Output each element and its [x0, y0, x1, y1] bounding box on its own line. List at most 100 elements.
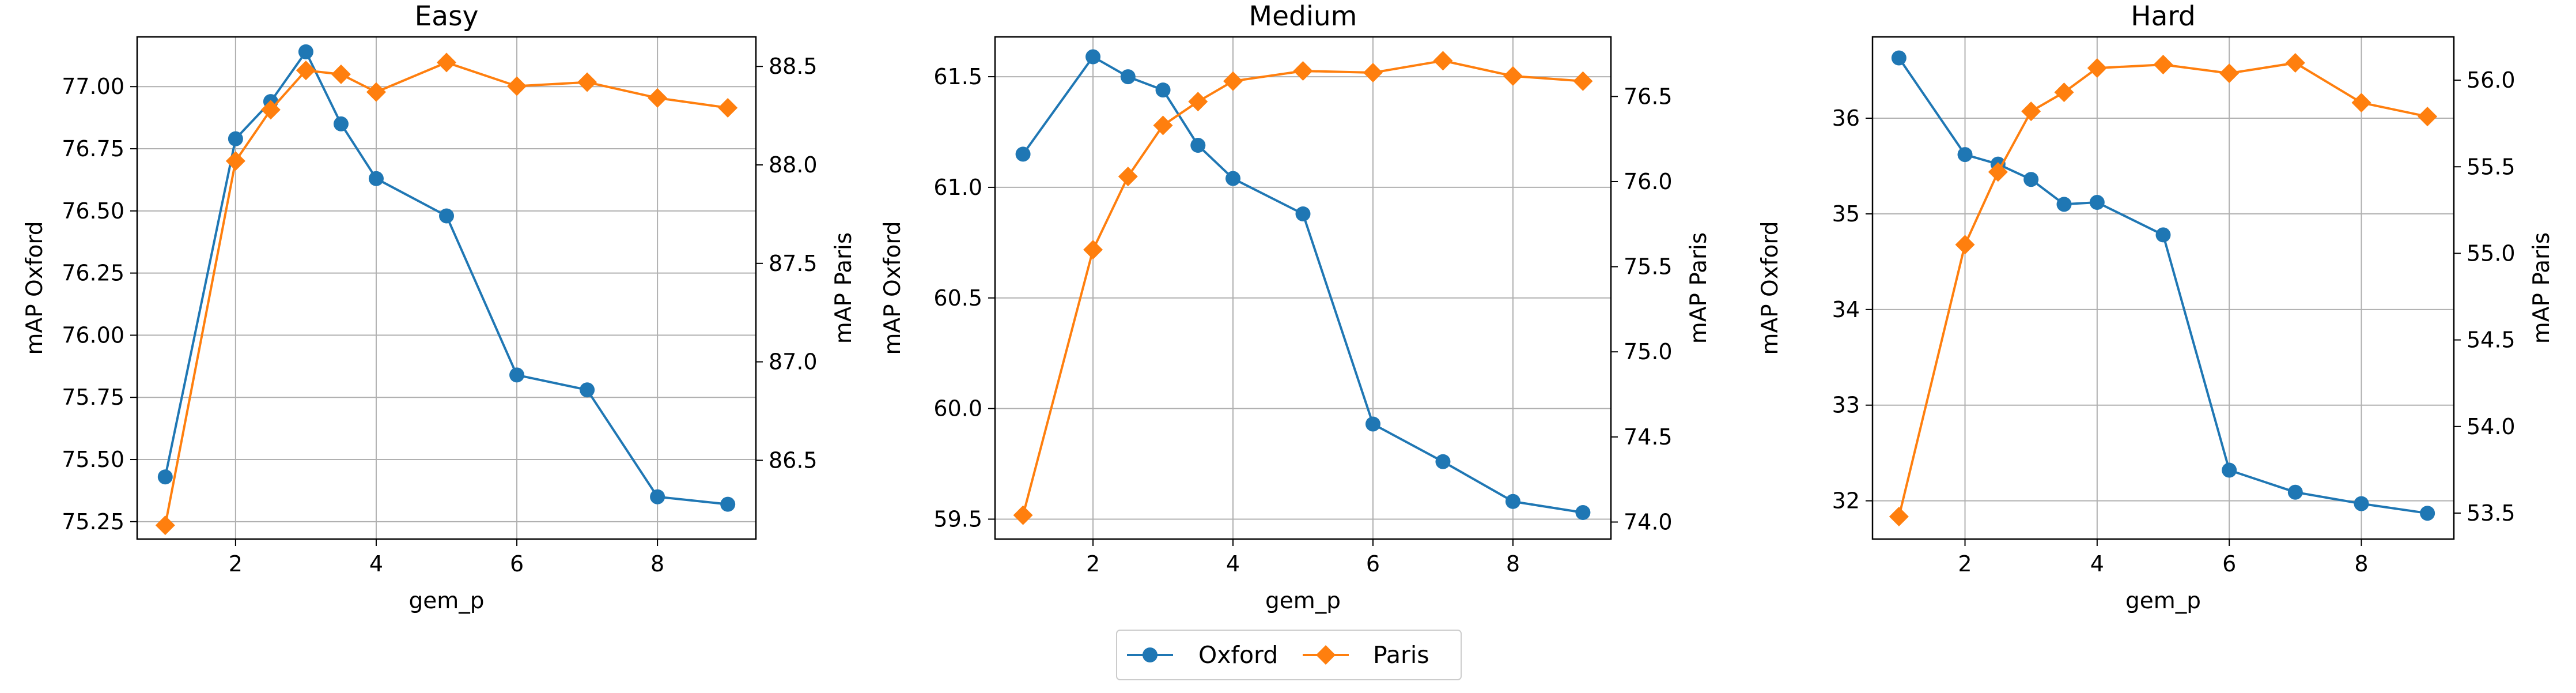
data-point-paris: [648, 88, 668, 108]
data-point-paris: [2351, 93, 2371, 113]
data-point-oxford: [228, 131, 243, 146]
data-point-paris: [1223, 71, 1243, 91]
data-point-oxford: [2089, 195, 2105, 210]
y-right-tick-label: 55.0: [2467, 240, 2516, 266]
x-tick-label: 2: [229, 551, 243, 577]
y-right-tick-label: 75.0: [1624, 339, 1673, 364]
data-point-paris: [577, 72, 597, 92]
data-point-oxford: [1575, 504, 1591, 520]
data-point-paris: [1083, 240, 1103, 260]
y-left-tick-label: 76.50: [62, 198, 124, 224]
y-left-tick-label: 61.0: [933, 175, 982, 200]
data-point-oxford: [1365, 416, 1380, 432]
data-point-paris: [2219, 63, 2240, 84]
data-point-paris: [1988, 162, 2008, 182]
y-right-tick-label: 87.0: [769, 349, 818, 375]
y-left-tick-label: 76.75: [62, 136, 124, 161]
data-point-oxford: [2155, 227, 2171, 243]
y-right-tick-label: 74.5: [1624, 424, 1673, 450]
data-point-oxford: [2287, 484, 2303, 500]
data-point-paris: [1293, 61, 1313, 81]
legend-entry-paris: Paris: [1303, 641, 1429, 669]
y-left-tick-label: 59.5: [933, 506, 982, 532]
series-line-paris: [1897, 62, 2428, 517]
chart-medium: 2 4 6 8 59.5 60.0 60.5 61.0 61.5 74.0 74.5 75.0 75.5…: [880, 1, 1712, 614]
data-point-paris: [1013, 505, 1033, 525]
data-point-oxford: [1505, 494, 1520, 509]
data-point-oxford: [1015, 146, 1031, 162]
y-right-tick-label: 87.5: [769, 251, 818, 276]
data-point-oxford: [720, 496, 736, 512]
data-point-oxford: [2222, 462, 2237, 478]
y-right-tick-label: 75.5: [1624, 254, 1673, 280]
data-point-oxford: [333, 116, 349, 131]
data-point-paris: [1503, 66, 1523, 86]
data-point-oxford: [2420, 506, 2435, 521]
plot-frame: [1871, 36, 2455, 540]
data-point-paris: [1889, 506, 1909, 526]
y-axis-label-left: mAP Oxford: [880, 221, 906, 355]
data-point-oxford: [439, 208, 454, 224]
data-point-paris: [225, 151, 245, 171]
legend: Oxford Paris: [1116, 630, 1462, 680]
y-left-tick-label: 60.5: [933, 285, 982, 311]
y-axis-label-left: mAP Oxford: [1757, 221, 1783, 355]
y-right-tick-label: 76.0: [1624, 169, 1673, 194]
data-point-oxford: [1891, 50, 1907, 66]
x-tick-label: 6: [1366, 551, 1380, 577]
y-left-tick-label: 61.5: [933, 64, 982, 89]
chart-easy: 2 4 6 8 75.25 75.50 75.75 76.00 76.25 76.50 76.75 7…: [22, 1, 857, 614]
data-point-paris: [2087, 58, 2107, 78]
series-line-oxford: [1022, 55, 1583, 514]
data-point-paris: [1153, 115, 1173, 135]
data-point-oxford: [1225, 171, 1241, 186]
data-point-paris: [1363, 63, 1383, 83]
y-left-tick-label: 77.00: [62, 74, 124, 99]
data-point-oxford: [1190, 138, 1206, 153]
x-tick-label: 6: [510, 551, 524, 577]
series-line-oxford: [164, 50, 728, 506]
y-left-tick-label: 76.00: [62, 322, 124, 348]
x-tick-label: 8: [650, 551, 664, 577]
legend-marker-oxford: [1143, 647, 1158, 662]
y-left-tick-label: 34: [1832, 297, 1860, 322]
plot-frame: [994, 36, 1612, 540]
data-point-oxford: [157, 469, 173, 485]
chart-title: Hard: [2131, 1, 2195, 32]
y-left-tick-label: 33: [1832, 393, 1860, 418]
y-left-tick-label: 75.25: [62, 509, 124, 534]
data-point-oxford: [1155, 82, 1171, 98]
data-point-paris: [2285, 53, 2305, 73]
legend-entry-oxford: Oxford: [1127, 641, 1278, 669]
data-point-oxford: [298, 44, 313, 59]
x-tick-label: 8: [2354, 551, 2368, 577]
data-point-paris: [2054, 82, 2074, 103]
data-point-paris: [331, 64, 351, 84]
y-right-tick-label: 56.0: [2467, 67, 2516, 93]
y-right-tick-label: 88.5: [769, 54, 818, 79]
data-point-paris: [2021, 101, 2041, 122]
data-point-oxford: [1435, 454, 1451, 469]
chart-hard: 2 4 6 8 32 33 34 35 36 53.5 54.0 54.5 55.0 55.5 56.0 Ha…: [1757, 1, 2555, 614]
data-point-oxford: [580, 382, 595, 398]
y-right-tick-label: 55.5: [2467, 154, 2516, 179]
y-left-tick-label: 75.50: [62, 447, 124, 472]
data-point-oxford: [2023, 172, 2039, 187]
y-left-tick-label: 36: [1832, 106, 1860, 131]
data-point-paris: [2153, 55, 2173, 75]
data-point-paris: [1118, 167, 1138, 187]
y-right-tick-label: 88.0: [769, 152, 818, 178]
data-point-oxford: [1295, 206, 1311, 221]
y-left-tick-label: 32: [1832, 488, 1860, 514]
data-point-paris: [260, 100, 281, 120]
x-tick-label: 4: [2090, 551, 2104, 577]
data-point-paris: [2418, 107, 2438, 127]
legend-box: [1116, 630, 1462, 680]
legend-label-oxford: Oxford: [1198, 641, 1278, 669]
y-right-tick-label: 53.5: [2467, 500, 2516, 526]
data-point-oxford: [509, 367, 525, 383]
data-point-oxford: [650, 489, 665, 504]
series-line-oxford: [1898, 57, 2428, 515]
data-point-paris: [437, 52, 456, 73]
plot-frame: [136, 36, 757, 540]
